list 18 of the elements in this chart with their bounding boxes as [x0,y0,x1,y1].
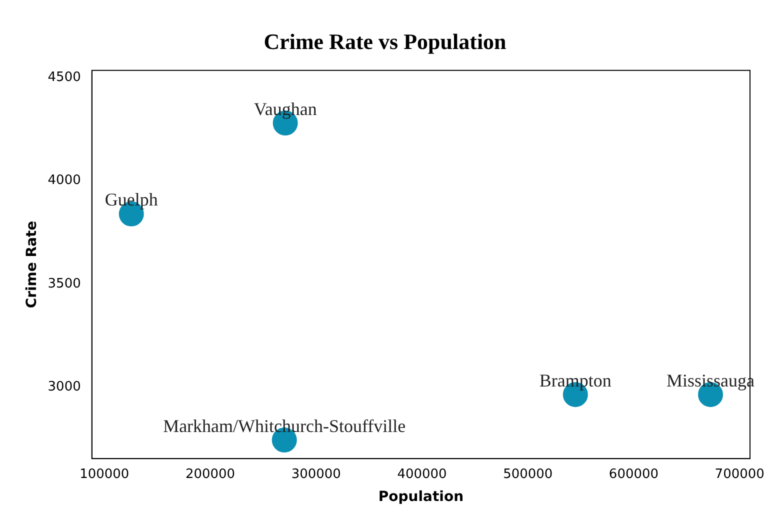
x-tick-label: 400000 [397,466,447,482]
x-tick-label: 300000 [291,466,341,482]
x-tick-label: 500000 [503,466,553,482]
y-tick-label: 4000 [48,173,81,188]
y-tick-label: 4500 [48,70,81,85]
annotation: Vaughan [254,98,317,119]
y-axis-title: Crime Rate [24,220,40,308]
annotation: Brampton [539,370,612,390]
x-tick-label: 700000 [714,466,764,482]
annotation: Markham/Whitchurch-Stouffville [163,416,406,436]
y-tick-label: 3500 [48,276,81,292]
annotation: Guelph [104,190,158,210]
x-tick-label: 600000 [608,466,659,482]
y-tick-label: 3000 [48,380,81,395]
x-tick-label: 200000 [185,466,236,482]
x-tick-label: 100000 [80,466,130,482]
x-axis-title: Population [378,489,464,506]
chart-title: Crime Rate vs Population [264,28,506,54]
